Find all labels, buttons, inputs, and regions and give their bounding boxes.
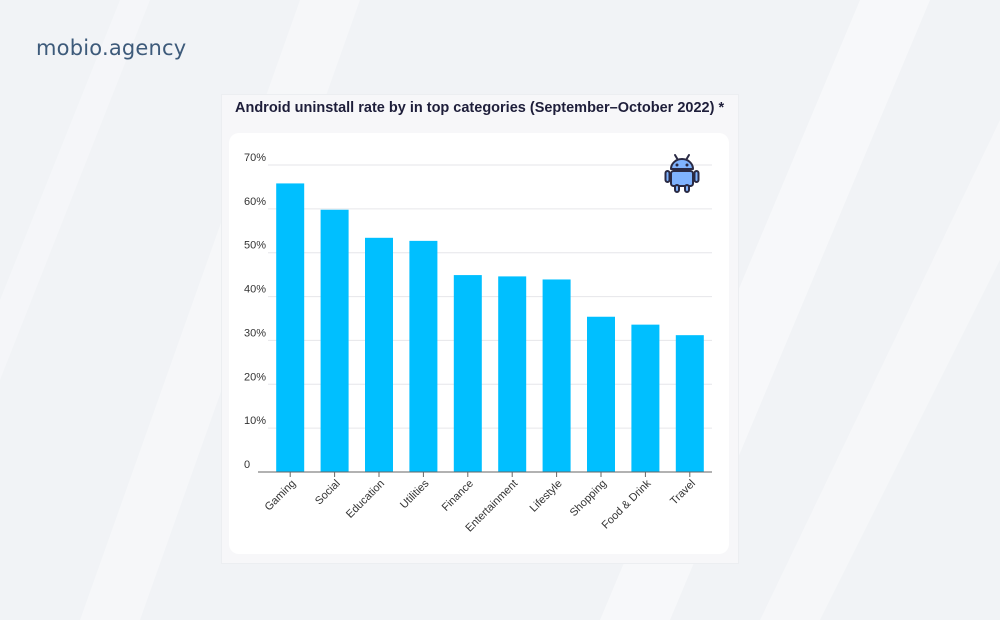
y-tick-label: 20% — [244, 371, 266, 383]
x-tick-label: Travel — [668, 478, 698, 508]
x-tick-label: Education — [344, 478, 387, 521]
x-tick-label: Shopping — [568, 478, 609, 519]
y-tick-label: 30% — [244, 327, 266, 339]
bar-food-drink — [631, 324, 660, 472]
x-tick-label: Finance — [440, 478, 476, 514]
chart-title: Android uninstall rate by in top categor… — [235, 100, 725, 116]
bar-shopping — [587, 316, 615, 472]
bar-travel — [675, 335, 704, 472]
y-tick-label: 10% — [244, 415, 266, 427]
y-tick-label: 0 — [244, 459, 250, 471]
bar-gaming — [276, 183, 305, 473]
bar-utilities — [409, 240, 438, 472]
y-tick-label: 60% — [244, 196, 266, 208]
y-tick-label: 50% — [244, 240, 266, 252]
bar-finance — [453, 275, 482, 472]
bar-education — [365, 237, 393, 472]
y-tick-label: 40% — [244, 284, 266, 296]
x-tick-label: Gaming — [263, 478, 299, 514]
x-tick-label: Social — [313, 478, 343, 508]
brand-name[interactable]: mobio.agency — [36, 36, 187, 60]
bar-entertainment — [498, 276, 527, 472]
android-icon — [664, 152, 700, 194]
y-tick-label: 70% — [244, 152, 266, 164]
x-tick-label: Lifestyle — [528, 478, 565, 515]
bar-social — [320, 209, 349, 472]
bar-lifestyle — [542, 279, 571, 472]
x-tick-label: Utilities — [398, 477, 432, 511]
